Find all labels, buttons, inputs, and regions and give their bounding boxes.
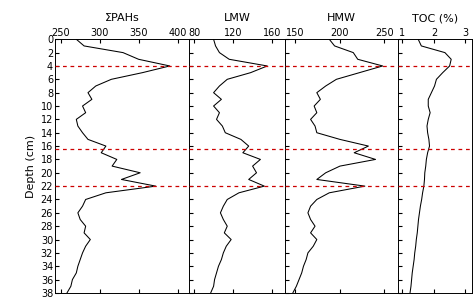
Title: ΣPAHs: ΣPAHs — [104, 13, 139, 23]
Title: TOC (%): TOC (%) — [411, 13, 458, 23]
Title: HMW: HMW — [327, 13, 356, 23]
Title: LMW: LMW — [224, 13, 250, 23]
Y-axis label: Depth (cm): Depth (cm) — [27, 134, 36, 198]
